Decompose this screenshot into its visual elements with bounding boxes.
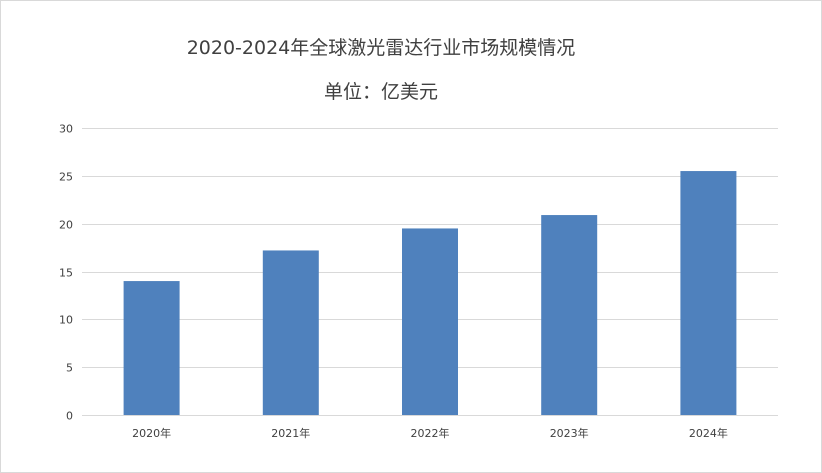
y-tick-label: 30	[59, 123, 73, 136]
y-tick-label: 10	[59, 314, 73, 327]
bar-4	[541, 215, 598, 415]
x-axis-ticks: 2020年 2021年 2022年 2023年 2024年	[132, 426, 728, 440]
x-tick-label: 2022年	[411, 426, 450, 440]
y-tick-label: 15	[59, 267, 73, 280]
bar-2	[262, 250, 319, 415]
y-tick-label: 25	[59, 171, 73, 184]
y-axis-ticks: 0 5 10 15 20 25 30	[59, 123, 73, 423]
chart-title: 2020-2024年全球激光雷达行业市场规模情况	[186, 37, 576, 59]
x-tick-label: 2020年	[132, 426, 171, 440]
bar-3	[402, 228, 458, 415]
bars	[123, 171, 737, 415]
x-tick-label: 2023年	[550, 426, 589, 440]
bar-1	[123, 281, 180, 415]
chart-subtitle: 单位：亿美元	[323, 81, 438, 103]
gridlines	[82, 128, 778, 416]
y-tick-label: 5	[66, 362, 73, 375]
x-tick-label: 2021年	[271, 426, 310, 440]
y-tick-label: 20	[59, 219, 73, 232]
y-tick-label: 0	[66, 410, 73, 423]
bar-5	[680, 171, 737, 415]
x-tick-label: 2024年	[689, 426, 728, 440]
